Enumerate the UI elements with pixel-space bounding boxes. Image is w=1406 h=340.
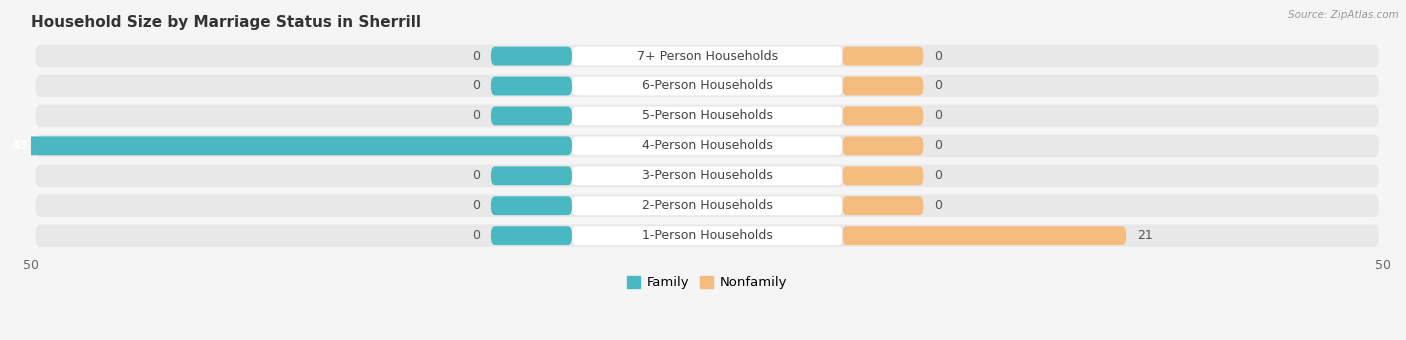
Text: 0: 0 — [472, 80, 479, 92]
FancyBboxPatch shape — [842, 76, 924, 96]
Text: 0: 0 — [472, 169, 479, 182]
Text: Source: ZipAtlas.com: Source: ZipAtlas.com — [1288, 10, 1399, 20]
FancyBboxPatch shape — [0, 136, 572, 155]
FancyBboxPatch shape — [35, 224, 1379, 247]
Text: 0: 0 — [472, 199, 479, 212]
Text: 4-Person Households: 4-Person Households — [641, 139, 773, 152]
Text: 2-Person Households: 2-Person Households — [641, 199, 773, 212]
FancyBboxPatch shape — [842, 136, 924, 155]
Text: 43: 43 — [11, 139, 28, 152]
FancyBboxPatch shape — [572, 166, 842, 185]
Text: 0: 0 — [472, 109, 479, 122]
Text: 7+ Person Households: 7+ Person Households — [637, 50, 778, 63]
FancyBboxPatch shape — [491, 226, 572, 245]
FancyBboxPatch shape — [35, 194, 1379, 217]
FancyBboxPatch shape — [491, 166, 572, 185]
Text: 0: 0 — [934, 139, 942, 152]
FancyBboxPatch shape — [35, 45, 1379, 67]
Text: 6-Person Households: 6-Person Households — [641, 80, 773, 92]
FancyBboxPatch shape — [842, 47, 924, 66]
FancyBboxPatch shape — [491, 106, 572, 125]
Text: 0: 0 — [472, 50, 479, 63]
FancyBboxPatch shape — [35, 75, 1379, 97]
FancyBboxPatch shape — [491, 196, 572, 215]
Text: Household Size by Marriage Status in Sherrill: Household Size by Marriage Status in She… — [31, 15, 422, 30]
FancyBboxPatch shape — [842, 166, 924, 185]
Legend: Family, Nonfamily: Family, Nonfamily — [621, 270, 793, 294]
FancyBboxPatch shape — [572, 136, 842, 155]
Text: 0: 0 — [934, 199, 942, 212]
Text: 0: 0 — [934, 169, 942, 182]
FancyBboxPatch shape — [842, 226, 1126, 245]
Text: 0: 0 — [934, 50, 942, 63]
Text: 21: 21 — [1137, 229, 1153, 242]
FancyBboxPatch shape — [842, 196, 924, 215]
Text: 0: 0 — [934, 80, 942, 92]
FancyBboxPatch shape — [572, 226, 842, 245]
FancyBboxPatch shape — [572, 76, 842, 96]
FancyBboxPatch shape — [491, 47, 572, 66]
FancyBboxPatch shape — [572, 106, 842, 125]
Text: 0: 0 — [934, 109, 942, 122]
FancyBboxPatch shape — [491, 76, 572, 96]
FancyBboxPatch shape — [842, 106, 924, 125]
FancyBboxPatch shape — [572, 47, 842, 66]
Text: 1-Person Households: 1-Person Households — [641, 229, 773, 242]
FancyBboxPatch shape — [572, 196, 842, 215]
FancyBboxPatch shape — [35, 135, 1379, 157]
Text: 5-Person Households: 5-Person Households — [641, 109, 773, 122]
FancyBboxPatch shape — [35, 105, 1379, 127]
FancyBboxPatch shape — [35, 165, 1379, 187]
Text: 0: 0 — [472, 229, 479, 242]
Text: 3-Person Households: 3-Person Households — [641, 169, 773, 182]
